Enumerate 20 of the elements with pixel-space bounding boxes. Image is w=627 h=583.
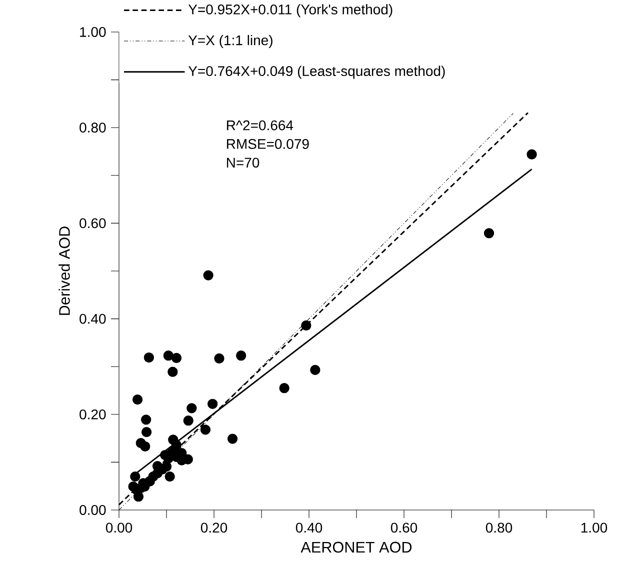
annotation: R^2=0.664 xyxy=(226,120,294,130)
x-tick-label: 0.00 xyxy=(106,522,132,533)
y-tick-label: 0.20 xyxy=(80,409,106,420)
x-tick-label: 0.60 xyxy=(390,522,418,533)
legend-label: Y=0.764X+0.049 (Least-squares method) xyxy=(188,66,445,79)
x-tick-label: 0.40 xyxy=(296,522,322,533)
legend-label: Y=X (1:1 line) xyxy=(188,34,272,48)
y-tick-label: 0.00 xyxy=(80,505,106,515)
x-tick-label: 0.20 xyxy=(200,522,228,533)
y-tick-label: 0.40 xyxy=(80,314,106,324)
annotation: RMSE=0.079 xyxy=(226,139,309,149)
x-tick-label: 0.80 xyxy=(486,522,512,533)
x-axis-title: AERONET AOD xyxy=(300,542,412,553)
y-tick-label: 1.00 xyxy=(80,27,106,37)
x-tick-label: 1.00 xyxy=(581,522,608,533)
y-tick-label: 0.60 xyxy=(80,218,106,228)
annotation: N=70 xyxy=(226,158,260,168)
legend-label: Y=0.952X+0.011 (York's method) xyxy=(188,4,392,18)
y-tick-label: 0.80 xyxy=(80,122,106,133)
y-axis-title: Derived AOD xyxy=(58,226,70,315)
